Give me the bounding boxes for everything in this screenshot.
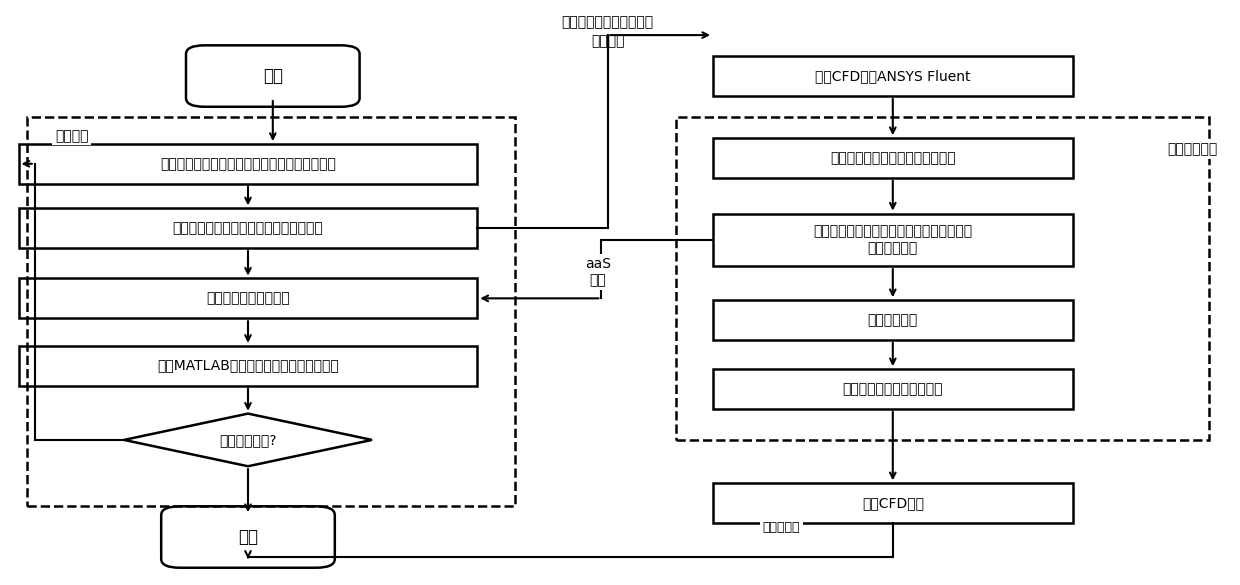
Bar xyxy=(19,208,477,248)
Text: 计算吸热器的反射、透射损失和修正系数: 计算吸热器的反射、透射损失和修正系数 xyxy=(172,221,324,235)
Text: aaS
模式: aaS 模式 xyxy=(585,257,610,287)
Bar xyxy=(713,56,1073,96)
Polygon shape xyxy=(124,414,372,466)
Text: 结束: 结束 xyxy=(238,528,258,546)
Text: 暂停CFD程序: 暂停CFD程序 xyxy=(862,496,924,510)
Text: 求解收敛、计算吸热器效率: 求解收敛、计算吸热器效率 xyxy=(842,382,944,396)
FancyBboxPatch shape xyxy=(161,506,335,567)
Text: 利用MATLAB遗传算法工具箱进行遗传操作: 利用MATLAB遗传算法工具箱进行遗传操作 xyxy=(157,359,339,373)
Text: 确定太阳辐射在吸热器内部的分布: 确定太阳辐射在吸热器内部的分布 xyxy=(830,151,956,165)
Text: 孔隙率、孔径、入口流速: 孔隙率、孔径、入口流速 xyxy=(562,15,653,29)
FancyBboxPatch shape xyxy=(186,46,360,106)
Text: 初始化或更新吸热器的孔隙率、孔径和入口流速: 初始化或更新吸热器的孔隙率、孔径和入口流速 xyxy=(160,157,336,171)
Bar xyxy=(27,117,515,506)
Text: 求解控制方程: 求解控制方程 xyxy=(868,313,918,327)
Text: 根据吸热器结构参数计算流动换热经验参数
设置边界条件: 根据吸热器结构参数计算流动换热经验参数 设置边界条件 xyxy=(813,224,972,256)
Bar xyxy=(676,117,1209,440)
Bar xyxy=(19,278,477,318)
Bar xyxy=(19,144,477,184)
Text: 修正系数: 修正系数 xyxy=(590,34,625,48)
Bar xyxy=(713,300,1073,340)
Text: 调用CFD软件ANSYS Fluent: 调用CFD软件ANSYS Fluent xyxy=(815,69,971,83)
Bar xyxy=(713,483,1073,523)
Bar xyxy=(713,138,1073,178)
Text: 遗传算法: 遗传算法 xyxy=(55,129,89,143)
Text: 优化算法收敛?: 优化算法收敛? xyxy=(219,433,277,447)
Text: 计算流体力学: 计算流体力学 xyxy=(1168,142,1218,156)
Bar xyxy=(713,369,1073,409)
Text: 开始: 开始 xyxy=(263,67,283,85)
Text: 吸热器效率: 吸热器效率 xyxy=(763,521,800,534)
Bar xyxy=(19,346,477,386)
Text: 评价当前吸热器的性能: 评价当前吸热器的性能 xyxy=(206,291,290,305)
Bar xyxy=(713,214,1073,266)
